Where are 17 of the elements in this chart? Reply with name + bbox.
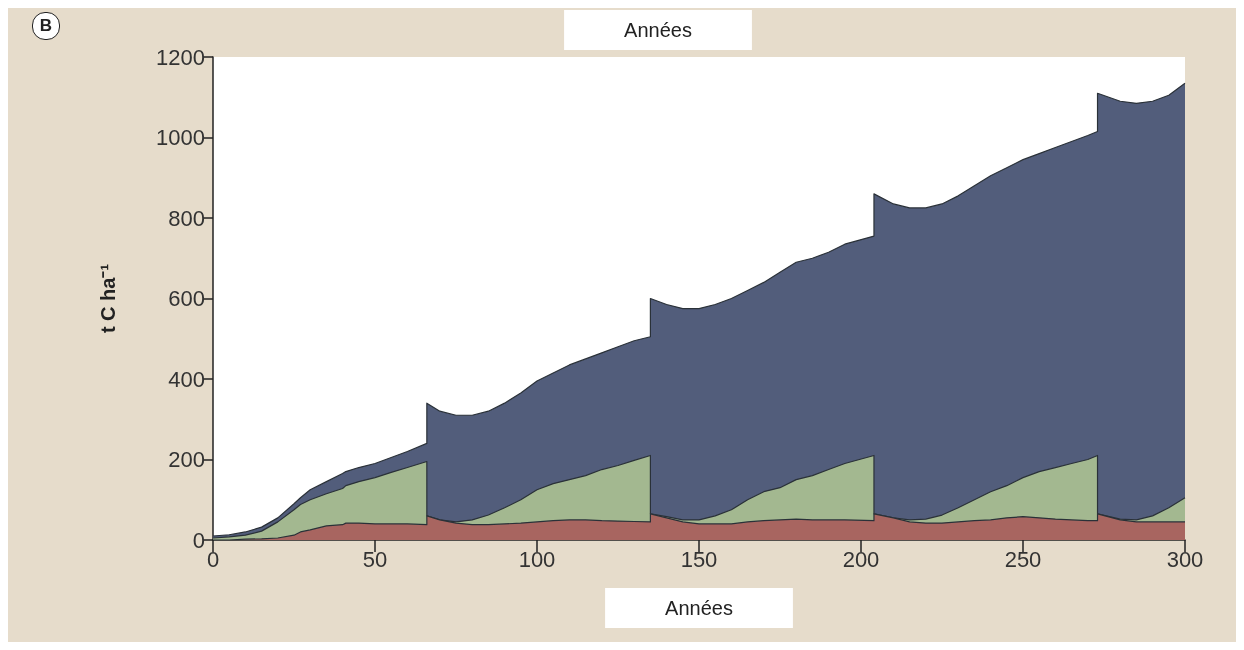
x-tick-label: 200 [842, 546, 880, 572]
y-tick-label: 1200 [156, 44, 205, 70]
y-tick-label: 600 [168, 286, 205, 311]
y-tick-label: 400 [168, 366, 205, 392]
y-axis-title: t C ha⁻¹ [97, 263, 119, 334]
y-tick-label: 0 [192, 527, 205, 553]
x-tick-label: 300 [1166, 546, 1204, 572]
x-tick-label: 150 [680, 546, 718, 572]
x-tick-label: 250 [1004, 546, 1042, 572]
chart-title: Années [624, 19, 692, 41]
x-tick-label: 50 [362, 546, 388, 572]
y-tick-label: 200 [168, 447, 205, 472]
x-tick-label: 100 [518, 546, 556, 572]
text: B [32, 12, 60, 40]
x-axis-title: Années [665, 597, 733, 619]
y-tick-label: 800 [168, 205, 205, 231]
y-tick-label: 1000 [156, 125, 205, 150]
